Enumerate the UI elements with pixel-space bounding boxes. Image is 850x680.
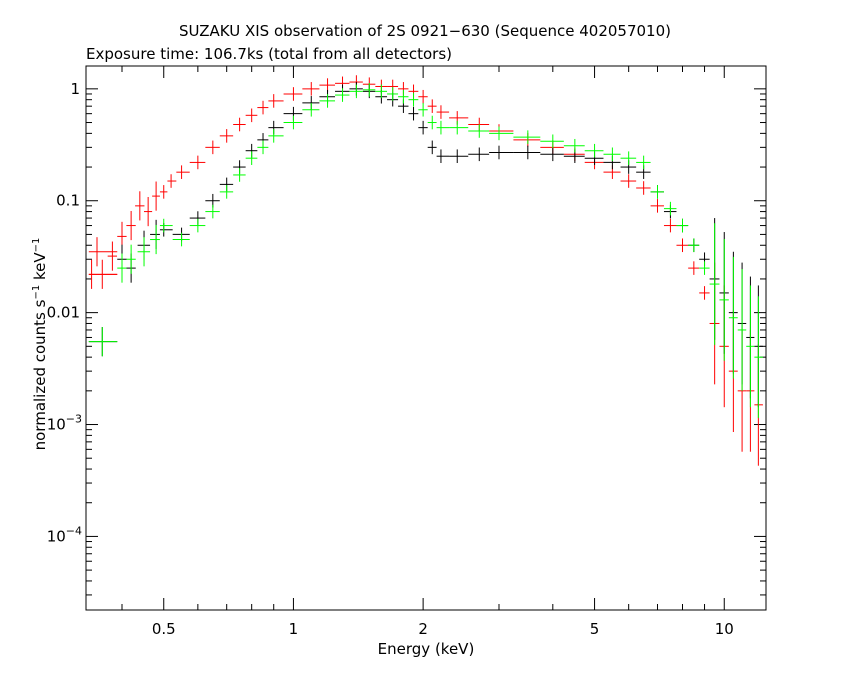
y-tick-label: 0.1 bbox=[56, 192, 80, 210]
y-tick-label: 10−4 bbox=[47, 524, 82, 545]
series-0 bbox=[88, 75, 763, 466]
chart-subtitle: Exposure time: 106.7ks (total from all d… bbox=[86, 45, 453, 63]
y-tick-label: 1 bbox=[70, 80, 80, 98]
plot-frame bbox=[85, 65, 767, 611]
x-tick-label: 5 bbox=[590, 620, 600, 638]
chart-title: SUZAKU XIS observation of 2S 0921−630 (S… bbox=[179, 22, 671, 40]
y-tick-label: 0.01 bbox=[47, 304, 80, 322]
y-axis-label: normalized counts s−1 keV−1 bbox=[31, 237, 49, 451]
x-tick-label: 0.5 bbox=[152, 620, 176, 638]
series-2 bbox=[88, 83, 763, 419]
x-tick-label: 2 bbox=[418, 620, 428, 638]
data-layer bbox=[88, 75, 763, 466]
x-tick-label: 10 bbox=[715, 620, 734, 638]
y-tick-label: 10−3 bbox=[47, 413, 82, 434]
series-1 bbox=[88, 82, 763, 408]
x-axis-label: Energy (keV) bbox=[377, 640, 475, 658]
x-tick-label: 1 bbox=[289, 620, 299, 638]
